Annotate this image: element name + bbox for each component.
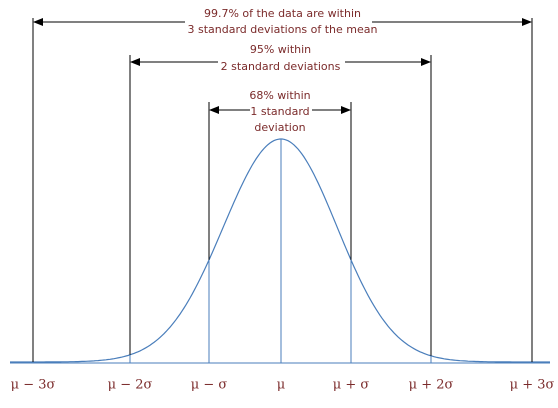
axis-label: μ + 2σ <box>409 378 454 393</box>
annotation: 99.7% of the data are within <box>204 7 361 20</box>
annotation: 2 standard deviations <box>221 60 341 73</box>
annotation: 68% within <box>249 89 310 102</box>
axis-label: μ + 3σ <box>510 378 555 393</box>
axis-label: μ <box>277 378 285 393</box>
axis-label: μ − 3σ <box>11 378 56 393</box>
axis-label: μ + σ <box>333 378 370 393</box>
annotation: deviation <box>254 121 305 134</box>
overlay: μ − 3σ μ − 2σ μ − σ μ μ + σ μ + 2σ μ + 3σ 99.7%… <box>11 7 555 393</box>
annotation: 1 standard <box>250 105 309 118</box>
axis-label: μ − 2σ <box>108 378 153 393</box>
axis-label: μ − σ <box>191 378 228 393</box>
bell-curve <box>10 138 550 363</box>
annotation: 3 standard deviations of the mean <box>188 23 378 36</box>
annotation: 95% within <box>250 43 311 56</box>
